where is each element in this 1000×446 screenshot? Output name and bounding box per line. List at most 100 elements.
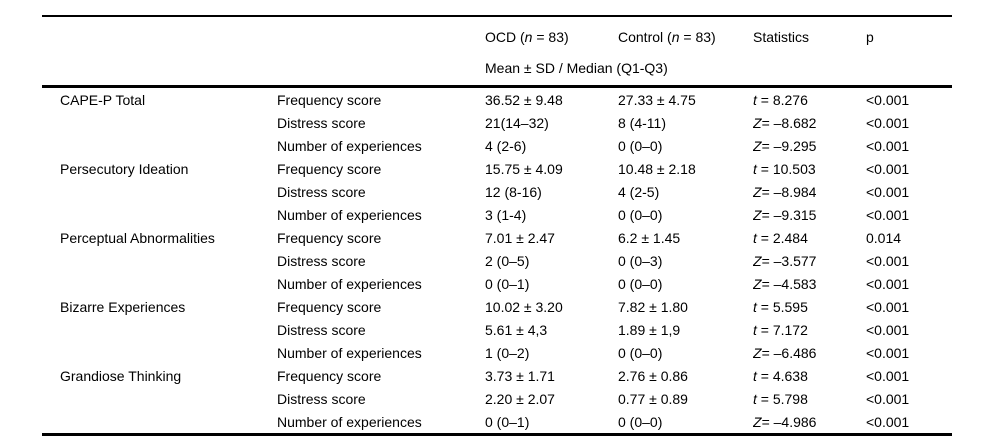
cell-control-value: 0 (0–0) <box>618 206 663 223</box>
cell-statistic: Z= –9.315 <box>753 203 866 226</box>
cell-subscale-group <box>42 410 277 435</box>
statistic-symbol: t <box>753 298 757 315</box>
statistic-value: = –6.486 <box>761 344 817 361</box>
table-row: Distress score 5.61 ± 4,3 1.89 ± 1,9 t =… <box>42 318 952 341</box>
cell-statistic: t = 5.595 <box>753 295 866 318</box>
cell-subscale-group <box>42 111 277 134</box>
cell-p-value: <0.001 <box>866 390 910 407</box>
cell-p-value: <0.001 <box>866 183 910 200</box>
cell-ocd-value: 10.02 ± 3.20 <box>485 298 563 315</box>
cell-control-value: 0.77 ± 0.89 <box>618 390 688 407</box>
cell-control-value: 0 (0–0) <box>618 413 663 430</box>
cell-subscale-group <box>42 387 277 410</box>
cell-control-value: 0 (0–0) <box>618 137 663 154</box>
statistic-symbol: t <box>753 367 757 384</box>
cell-p-value: <0.001 <box>866 298 910 315</box>
header-scale-empty-2 <box>277 53 485 87</box>
table-row: Bizarre Experiences Frequency score 10.0… <box>42 295 952 318</box>
cell-statistic: Z= –9.295 <box>753 134 866 157</box>
cell-measure-label: Number of experiences <box>277 275 422 292</box>
statistic-symbol: Z <box>753 114 762 131</box>
cell-ocd-value: 7.01 ± 2.47 <box>485 229 555 246</box>
cell-subscale-group: Bizarre Experiences <box>60 298 186 315</box>
cell-statistic: Z= –8.984 <box>753 180 866 203</box>
cell-statistic: t = 7.172 <box>753 318 866 341</box>
cell-measure-label: Distress score <box>277 390 366 407</box>
cell-subscale-group: Persecutory Ideation <box>60 160 189 177</box>
cell-subscale-group <box>42 249 277 272</box>
cell-p-value: 0.014 <box>866 229 902 246</box>
table-row: Number of experiences 0 (0–1) 0 (0–0) Z=… <box>42 272 952 295</box>
header-ocd-prefix: OCD ( <box>485 29 525 45</box>
cell-p-value: <0.001 <box>866 321 910 338</box>
cell-p-value: <0.001 <box>866 160 910 177</box>
cell-control-value: 2.76 ± 0.86 <box>618 367 688 384</box>
cell-ocd-value: 1 (0–2) <box>485 344 530 361</box>
cell-ocd-value: 15.75 ± 4.09 <box>485 160 563 177</box>
header-statistics-column: Statistics <box>753 29 810 45</box>
table-body: CAPE-P Total Frequency score 36.52 ± 9.4… <box>42 87 952 435</box>
statistic-value: = 10.503 <box>756 160 816 177</box>
statistic-value: = 5.798 <box>756 390 808 407</box>
statistic-symbol: Z <box>753 206 762 223</box>
cell-measure-label: Number of experiences <box>277 206 422 223</box>
table-row: Number of experiences 4 (2-6) 0 (0–0) Z=… <box>42 134 952 157</box>
table-row: Distress score 21(14–32) 8 (4-11) Z= –8.… <box>42 111 952 134</box>
cell-measure-label: Number of experiences <box>277 413 422 430</box>
cell-p-value: <0.001 <box>866 114 910 131</box>
cell-p-value: <0.001 <box>866 344 910 361</box>
statistic-symbol: Z <box>753 275 762 292</box>
cell-measure-label: Frequency score <box>277 229 382 246</box>
statistic-value: = 7.172 <box>756 321 808 338</box>
cell-measure-label: Number of experiences <box>277 344 422 361</box>
header-control-column: Control (n = 83) <box>618 16 753 53</box>
statistic-value: = –9.295 <box>761 137 817 154</box>
cell-statistic: Z= –4.986 <box>753 410 866 435</box>
header-ocd-n-symbol: n <box>524 29 533 45</box>
statistic-symbol: Z <box>753 252 762 269</box>
table-row: Perceptual Abnormalities Frequency score… <box>42 226 952 249</box>
cell-measure-label: Frequency score <box>277 91 382 108</box>
cell-p-value: <0.001 <box>866 252 910 269</box>
cell-subscale-group <box>42 203 277 226</box>
header-scale-empty-1 <box>42 53 277 87</box>
cell-ocd-value: 4 (2-6) <box>485 137 527 154</box>
statistic-value: = –9.315 <box>761 206 817 223</box>
cell-measure-label: Frequency score <box>277 367 382 384</box>
statistic-value: = 4.638 <box>756 367 808 384</box>
statistic-value: = –4.583 <box>761 275 817 292</box>
cell-control-value: 7.82 ± 1.80 <box>618 298 688 315</box>
table-row: Distress score 12 (8-16) 4 (2-5) Z= –8.9… <box>42 180 952 203</box>
statistic-symbol: Z <box>753 344 762 361</box>
cell-ocd-value: 5.61 ± 4,3 <box>485 321 548 338</box>
table-row: Number of experiences 0 (0–1) 0 (0–0) Z=… <box>42 410 952 435</box>
table-row: Persecutory Ideation Frequency score 15.… <box>42 157 952 180</box>
cell-p-value: <0.001 <box>866 275 910 292</box>
cell-statistic: t = 5.798 <box>753 387 866 410</box>
cell-statistic: t = 2.484 <box>753 226 866 249</box>
header-scale-note: Mean ± SD / Median (Q1-Q3) <box>485 60 668 76</box>
cell-subscale-group <box>42 318 277 341</box>
cell-p-value: <0.001 <box>866 91 910 108</box>
cell-control-value: 6.2 ± 1.45 <box>618 229 681 246</box>
header-control-n-symbol: n <box>671 29 680 45</box>
cell-ocd-value: 3 (1-4) <box>485 206 527 223</box>
cell-control-value: 27.33 ± 4.75 <box>618 91 696 108</box>
header-ocd-suffix: = 83) <box>532 29 569 45</box>
statistic-symbol: t <box>753 91 757 108</box>
cell-ocd-value: 2 (0–5) <box>485 252 530 269</box>
cell-ocd-value: 0 (0–1) <box>485 413 530 430</box>
cell-statistic: Z= –8.682 <box>753 111 866 134</box>
statistic-symbol: Z <box>753 137 762 154</box>
cell-ocd-value: 21(14–32) <box>485 114 549 131</box>
cell-p-value: <0.001 <box>866 413 910 430</box>
cell-measure-label: Distress score <box>277 183 366 200</box>
statistic-symbol: Z <box>753 183 762 200</box>
cell-control-value: 4 (2-5) <box>618 183 660 200</box>
header-p-column: p <box>866 29 874 45</box>
cell-measure-label: Frequency score <box>277 160 382 177</box>
header-control-prefix: Control ( <box>618 29 672 45</box>
statistic-value: = –4.986 <box>761 413 817 430</box>
statistic-symbol: Z <box>753 413 762 430</box>
table-header: OCD (n = 83) Control (n = 83) Statistics… <box>42 16 952 87</box>
